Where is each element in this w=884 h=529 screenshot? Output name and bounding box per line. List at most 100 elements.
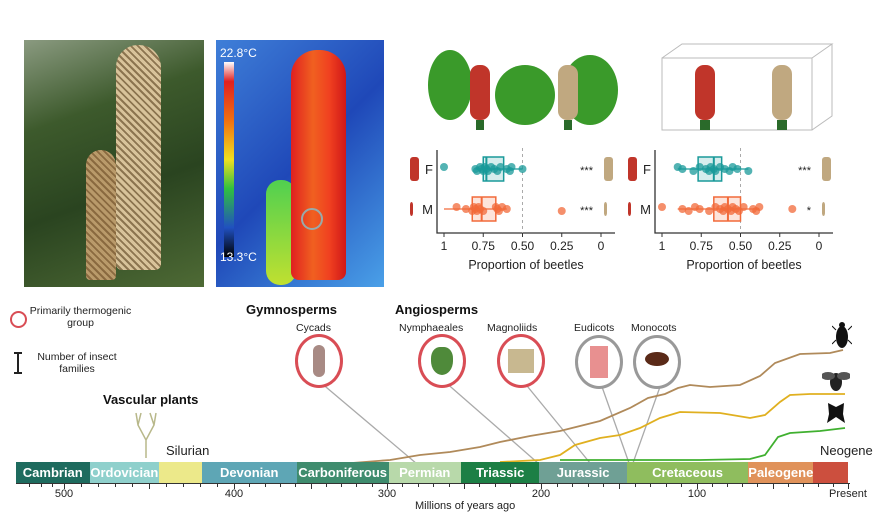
tick-mark xyxy=(325,483,327,487)
nymphaeales-label: Nymphaeales xyxy=(399,322,464,334)
tick-mark xyxy=(217,483,218,487)
eudicots-circle xyxy=(575,335,623,389)
period-paleogene: Paleogene xyxy=(748,462,814,483)
gymnosperms-label: Gymnosperms xyxy=(246,302,338,317)
red-cone-icon xyxy=(410,202,413,216)
red-cone-icon xyxy=(628,202,631,216)
tick-mark xyxy=(742,483,744,487)
tick-mark xyxy=(295,483,297,487)
tan-cone-icon xyxy=(822,202,825,216)
enclosure-illustration xyxy=(661,43,834,131)
tick-mark xyxy=(772,483,774,489)
row-label-F: F xyxy=(643,162,651,177)
significance-label: *** xyxy=(798,165,812,177)
thermogenic-legend-label: Primarily thermogenic group xyxy=(29,305,132,329)
tick-mark xyxy=(183,483,184,487)
data-point xyxy=(705,207,714,215)
x-tick-label: 0.50 xyxy=(729,239,753,253)
period-jurassic: Jurassic xyxy=(539,462,627,483)
period-silurian xyxy=(159,462,202,483)
period-ordovician: Ordovician xyxy=(89,462,160,483)
silurian-label: Silurian xyxy=(166,443,210,458)
bee-icon xyxy=(822,372,850,391)
tick-mark xyxy=(634,483,636,487)
data-point xyxy=(755,203,764,211)
data-point xyxy=(452,203,461,211)
butterfly-families-curve xyxy=(560,427,846,461)
period-cambrian: Cambrian xyxy=(16,462,90,483)
magnoliids-circle xyxy=(497,334,545,388)
tick-mark xyxy=(464,483,465,489)
tick-label: 300 xyxy=(377,488,397,500)
tick-mark xyxy=(448,483,450,487)
data-point xyxy=(678,205,687,213)
tick-mark xyxy=(832,483,834,487)
tick-mark xyxy=(115,483,116,487)
data-point xyxy=(502,205,511,213)
temperature-colorbar xyxy=(224,62,234,257)
significance-label: * xyxy=(807,205,812,217)
data-point xyxy=(733,165,742,173)
tick-mark xyxy=(166,483,167,487)
tick-mark xyxy=(310,483,312,489)
tan-cone-icon xyxy=(604,202,607,216)
data-point xyxy=(496,163,505,171)
x-tick-label: 0 xyxy=(816,239,823,253)
nymphaeales-connector xyxy=(443,380,540,465)
tick-mark xyxy=(81,483,82,487)
tick-label: Present xyxy=(829,488,867,500)
tick-mark xyxy=(697,483,698,489)
data-point xyxy=(678,165,687,173)
period-neogene xyxy=(813,462,848,483)
eudicots-connector xyxy=(600,383,630,464)
data-point xyxy=(684,207,693,215)
tick-mark xyxy=(279,483,281,487)
tick-mark xyxy=(98,483,99,487)
red-cone-icon xyxy=(628,157,637,181)
natural-setting-illustration xyxy=(428,50,618,130)
period-permian: Permian xyxy=(388,462,461,483)
tick-mark xyxy=(757,483,759,487)
row-label-M: M xyxy=(640,202,651,217)
tick-mark xyxy=(433,483,435,487)
tick-mark xyxy=(417,483,419,487)
period-devonian: Devonian xyxy=(201,462,297,483)
thermal-image: 22.8°C 13.3°C xyxy=(216,40,384,287)
tick-mark xyxy=(665,483,667,487)
data-point xyxy=(788,205,797,213)
cycads-connector xyxy=(319,381,418,465)
row-label-F: F xyxy=(425,162,433,177)
period-cretaceous: Cretaceous xyxy=(626,462,749,483)
time-axis-label: Millions of years ago xyxy=(415,500,516,512)
tick-mark xyxy=(556,483,558,487)
data-point xyxy=(440,163,448,171)
tick-mark xyxy=(28,483,30,487)
row-label-M: M xyxy=(422,202,433,217)
tick-mark xyxy=(387,483,388,489)
vascular-plants-label: Vascular plants xyxy=(103,392,199,407)
tick-mark xyxy=(681,483,683,487)
tick-mark xyxy=(712,483,714,487)
tick-mark xyxy=(200,483,201,487)
cycads-circle xyxy=(295,334,343,388)
tick-mark xyxy=(817,483,819,487)
tick-label: 400 xyxy=(224,488,244,500)
tick-mark xyxy=(603,483,605,487)
eudicots-label: Eudicots xyxy=(574,322,615,334)
tick-mark xyxy=(619,483,620,489)
x-tick-label: 0.75 xyxy=(472,239,496,253)
x-tick-label: 1 xyxy=(441,239,448,253)
period-triassic: Triassic xyxy=(460,462,540,483)
data-point xyxy=(518,165,527,173)
tick-mark xyxy=(494,483,496,487)
tick-mark xyxy=(479,483,481,487)
tick-mark xyxy=(848,483,849,489)
axes xyxy=(654,150,833,234)
red-cone-icon xyxy=(410,157,419,181)
x-tick-label: 0 xyxy=(598,239,605,253)
tick-mark xyxy=(52,483,54,487)
tick-mark xyxy=(64,483,65,489)
data-point xyxy=(744,167,753,175)
data-point xyxy=(695,163,704,171)
tick-mark xyxy=(650,483,652,487)
